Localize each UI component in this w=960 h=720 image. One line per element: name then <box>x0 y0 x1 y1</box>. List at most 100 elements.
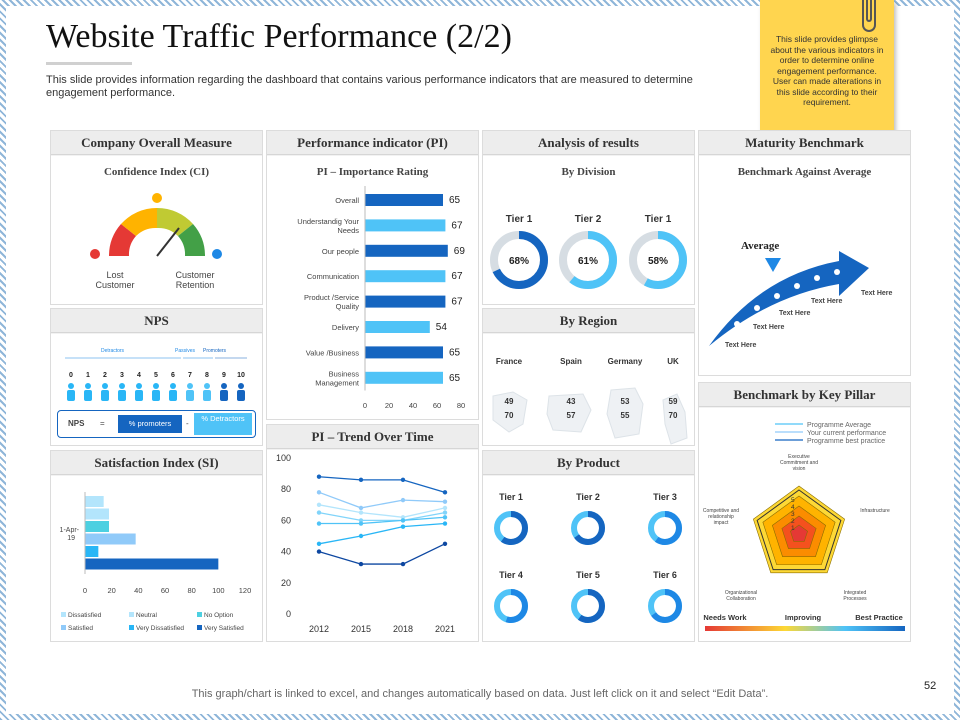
nps-scale-number: 9 <box>222 372 226 379</box>
average-label: Average <box>741 240 780 252</box>
trend-point <box>316 541 322 546</box>
pi-category-label: Delivery <box>332 323 359 332</box>
trend-point <box>400 561 406 567</box>
trend-point <box>316 474 322 479</box>
pillar-axis-label: relationship <box>708 514 734 520</box>
trend-line <box>318 522 446 545</box>
person-head-icon <box>221 383 227 389</box>
pillar-axis-label: Commitment and <box>780 460 818 466</box>
trend-x-tick: 2018 <box>393 624 413 634</box>
trend-point <box>400 515 406 520</box>
region-value-2: 70 <box>505 411 514 420</box>
si-legend-item: Dissatisfied <box>61 612 101 619</box>
customer-retention-label: Customer Retention <box>175 270 215 290</box>
trend-point <box>316 490 322 495</box>
nps-scale-number: 0 <box>69 372 73 379</box>
person-body-icon <box>237 390 245 401</box>
region-shape <box>492 391 528 433</box>
product-donut-arc <box>648 511 682 545</box>
sticky-note: This slide provides glimpse about the va… <box>760 0 894 132</box>
pillar-axis-label: impact <box>714 520 729 526</box>
panel-title: Analysis of results <box>483 131 694 155</box>
si-legend-item: Neutral <box>129 612 157 619</box>
si-legend-item: Very Dissatisfied <box>129 625 184 632</box>
product-tier-label: Tier 4 <box>499 570 523 580</box>
paperclip-inner-icon <box>866 0 872 22</box>
benchmark-label: Text Here <box>811 298 843 305</box>
si-legend-item: No Option <box>197 612 233 619</box>
pi-x-tick: 40 <box>409 401 417 410</box>
person-head-icon <box>153 383 159 389</box>
pi-category-label: Needs <box>337 226 359 235</box>
product-donut-arc <box>494 589 528 623</box>
division-tier-label: Tier 1 <box>506 214 533 225</box>
person-head-icon <box>170 383 176 389</box>
product-tier-label: Tier 2 <box>576 492 600 502</box>
pi-bar <box>365 371 443 384</box>
nps-scale-number: 1 <box>86 372 90 379</box>
region-value-1: 43 <box>567 397 576 406</box>
si-x-tick: 0 <box>83 586 87 595</box>
pillar-axis-label: Executive <box>788 454 810 460</box>
pi-category-label: Value /Business <box>306 348 359 357</box>
region-value-1: 59 <box>669 397 678 406</box>
trend-point <box>358 477 364 483</box>
person-body-icon <box>101 390 109 401</box>
pi-category-label: Product /Service <box>304 293 359 302</box>
panel-subtitle: Confidence Index (CI) <box>103 166 210 178</box>
panel-satisfaction: Satisfaction Index (SI) 1-Apr- 19 0 20 40 60 8… <box>50 450 263 642</box>
pi-category-label: Quality <box>336 302 360 311</box>
panel-title: NPS <box>51 309 262 333</box>
trend-point <box>442 521 448 526</box>
person-body-icon <box>118 390 126 401</box>
person-body-icon <box>152 390 160 401</box>
pillar-axis-label: Processes <box>843 596 867 602</box>
trend-y-tick: 80 <box>281 484 291 494</box>
trend-point <box>358 518 364 523</box>
pi-bar-value: 65 <box>449 347 461 358</box>
nps-scale-number: 8 <box>205 372 209 379</box>
person-head-icon <box>136 383 142 389</box>
pillar-legend-label: Your current performance <box>807 430 886 437</box>
pi-bar <box>365 270 446 283</box>
pi-bar-value: 65 <box>449 373 461 384</box>
pillar-axis-label: Integrated <box>844 590 867 596</box>
pi-bar-value: 69 <box>454 246 466 257</box>
region-value-1: 49 <box>505 397 514 406</box>
region-country-label: France <box>496 357 523 366</box>
trend-point <box>316 521 322 526</box>
person-head-icon <box>119 383 125 389</box>
pillar-scale-tick: 5 <box>791 497 795 504</box>
benchmark-label: Text Here <box>725 342 757 349</box>
happy-face-icon <box>212 249 222 259</box>
panel-title: By Product <box>483 451 694 475</box>
nps-people-icons <box>65 357 247 401</box>
trend-point <box>316 549 322 554</box>
sticky-note-text: This slide provides glimpse about the va… <box>770 34 884 107</box>
satisfaction-legend: Dissatisfied Neutral No Option Satisfied Ver… <box>61 612 261 642</box>
trend-point <box>358 561 364 567</box>
pi-bar <box>365 194 443 206</box>
growth-arrow <box>709 251 869 346</box>
nps-detractors-label: Detractors <box>101 348 125 354</box>
panel-subtitle: PI – Importance Rating <box>316 166 429 178</box>
trend-point <box>400 524 406 529</box>
pillar-scale-tick: 4 <box>791 504 795 511</box>
trend-point <box>442 541 448 546</box>
average-pointer-icon <box>765 258 781 272</box>
trend-point <box>400 518 406 523</box>
trend-point <box>400 497 406 503</box>
trend-point <box>442 515 448 520</box>
pillar-bottom-label: Best Practice <box>855 613 903 622</box>
division-donut-arc <box>559 231 617 289</box>
title-underline <box>46 62 132 65</box>
product-donut-arc <box>494 511 528 545</box>
si-bar <box>85 496 104 507</box>
panel-key-pillar: Benchmark by Key Pillar Programme Averag… <box>698 382 911 642</box>
person-body-icon <box>135 390 143 401</box>
trend-point <box>358 510 364 515</box>
nps-scale: 0 1 2 3 4 5 6 7 8 9 10 <box>67 372 247 382</box>
division-tier-label: Tier 1 <box>645 214 672 225</box>
product-tier-label: Tier 3 <box>653 492 677 502</box>
legend-swatch <box>197 612 202 617</box>
